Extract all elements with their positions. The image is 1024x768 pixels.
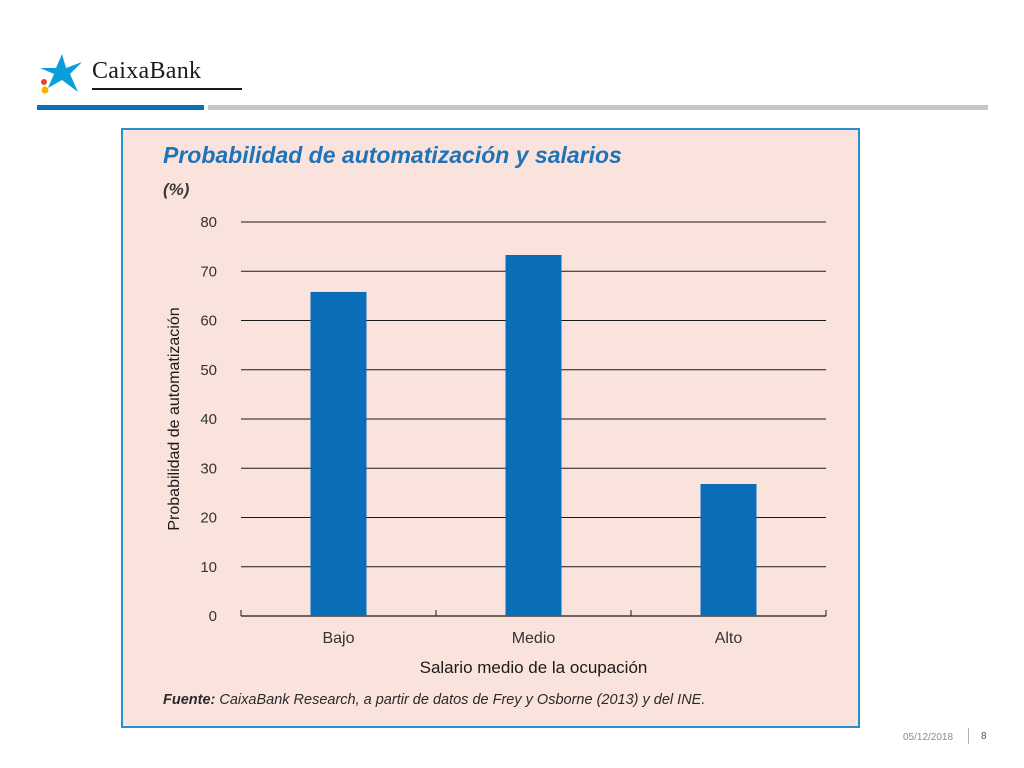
bar-medio: [505, 254, 562, 616]
page-number: 8: [981, 731, 987, 742]
bar-bajo: [310, 291, 367, 616]
y-tick-label: 40: [200, 411, 217, 428]
header-rule-blue: [37, 105, 204, 110]
y-tick-label: 10: [200, 559, 217, 576]
y-axis-title: Probabilidad de automatización: [166, 307, 183, 530]
y-tick-label: 80: [200, 214, 217, 231]
y-tick-label: 30: [200, 460, 217, 477]
y-tick-label: 20: [200, 510, 217, 527]
caixabank-star-icon: [40, 54, 82, 94]
x-axis-title: Salario medio de la ocupación: [420, 658, 648, 677]
x-tick-label: Alto: [715, 630, 743, 647]
bar-alto: [700, 484, 757, 616]
header-rule-gray: [208, 105, 988, 110]
source-label: Fuente:: [163, 692, 216, 708]
footer-date: 05/12/2018: [903, 732, 954, 743]
y-tick-label: 70: [200, 263, 217, 280]
chart-source: Fuente: CaixaBank Research, a partir de …: [163, 692, 705, 708]
x-tick-label: Bajo: [322, 630, 354, 647]
chart-panel: Probabilidad de automatización y salario…: [121, 128, 860, 728]
chart-title: Probabilidad de automatización y salario…: [163, 142, 622, 168]
y-tick-label: 50: [200, 362, 217, 379]
chart-unit: (%): [163, 180, 190, 199]
footer-separator: [968, 728, 969, 744]
y-tick-label: 0: [209, 608, 217, 625]
bar-chart: 0 10 20 30 40 50 60 70 80 Bajo Medio Alto Salario me…: [166, 214, 827, 677]
y-tick-label: 60: [200, 313, 217, 330]
brand-name: CaixaBank: [92, 58, 202, 84]
x-tick-label: Medio: [512, 630, 556, 647]
brand-underline: [92, 88, 242, 90]
source-text: CaixaBank Research, a partir de datos de…: [215, 692, 706, 708]
caixabank-logo: CaixaBank: [36, 52, 242, 96]
